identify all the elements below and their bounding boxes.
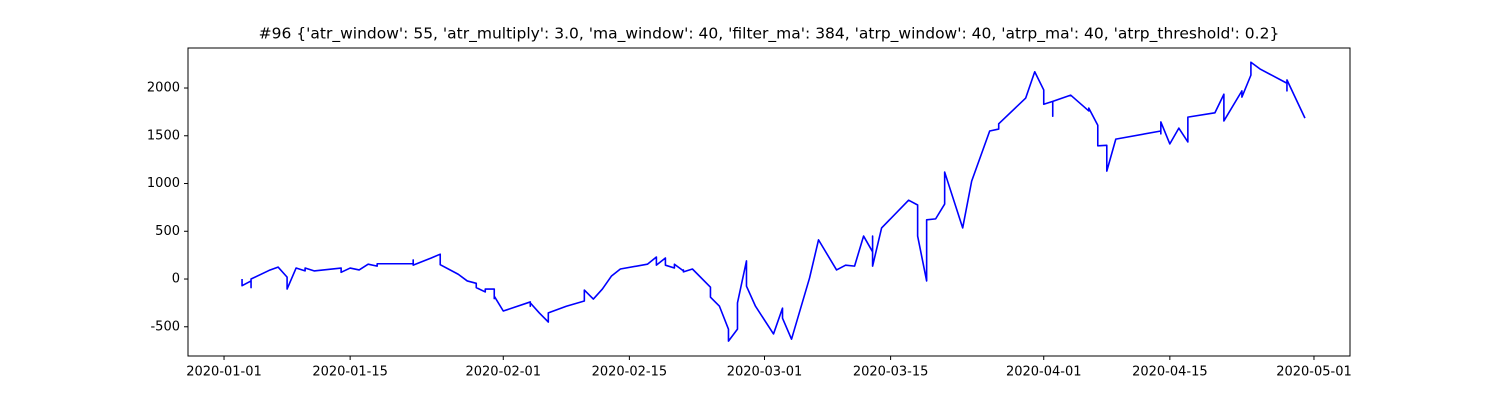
chart-title: #96 {'atr_window': 55, 'atr_multiply': 3… bbox=[259, 25, 1280, 44]
x-tick-label: 2020-02-15 bbox=[592, 365, 668, 380]
x-tick-label: 2020-04-01 bbox=[1006, 365, 1082, 380]
x-tick-label: 2020-04-15 bbox=[1132, 365, 1208, 380]
y-tick-label: 2000 bbox=[147, 81, 180, 96]
y-tick-label: 0 bbox=[172, 272, 180, 287]
x-tick-label: 2020-01-01 bbox=[186, 365, 262, 380]
x-tick-label: 2020-01-15 bbox=[312, 365, 388, 380]
y-tick-label: 1000 bbox=[147, 176, 180, 191]
x-tick-label: 2020-03-01 bbox=[727, 365, 803, 380]
x-tick-label: 2020-02-01 bbox=[465, 365, 541, 380]
x-tick-label: 2020-05-01 bbox=[1276, 365, 1352, 380]
y-tick-label: 1500 bbox=[147, 128, 180, 143]
x-tick-label: 2020-03-15 bbox=[853, 365, 929, 380]
y-tick-label: -500 bbox=[150, 319, 180, 334]
plot-frame bbox=[187, 47, 1351, 357]
y-tick-label: 500 bbox=[155, 224, 180, 239]
data-line bbox=[241, 61, 1306, 342]
